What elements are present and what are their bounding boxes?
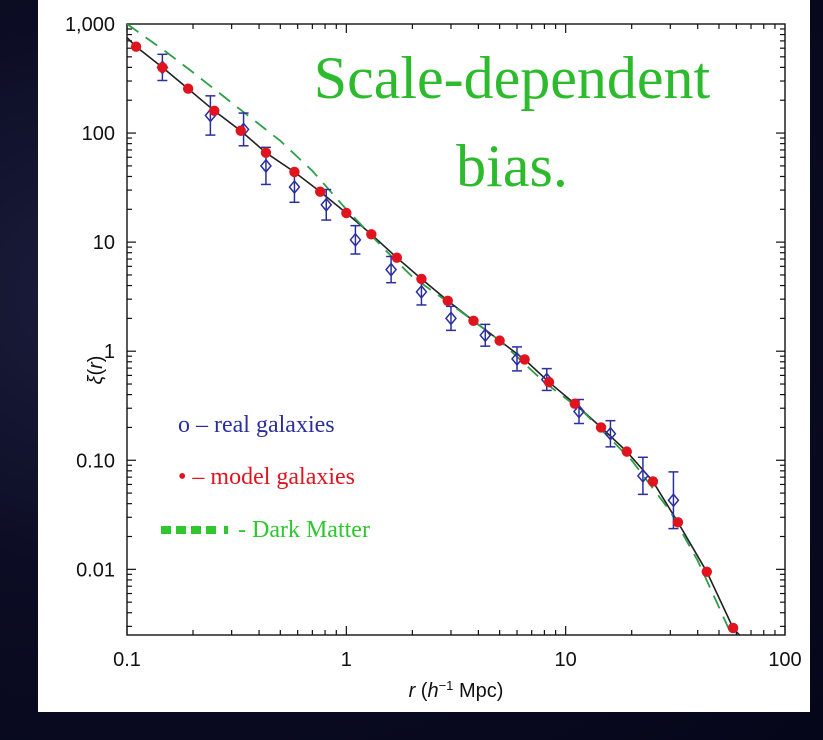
- real-galaxies-point: [479, 328, 492, 343]
- model-galaxies-point: [157, 62, 168, 73]
- annotation-line-1: Scale-dependent: [314, 45, 711, 111]
- real-galaxies-point: [385, 262, 398, 277]
- model-galaxies-point: [647, 476, 659, 487]
- real-galaxies-point: [636, 468, 649, 483]
- model-galaxies-point: [341, 207, 352, 219]
- model-galaxies-point: [595, 422, 607, 433]
- x-tick-label: 1: [341, 649, 352, 671]
- y-tick-label: 0.10: [76, 450, 115, 472]
- model-galaxies-point: [289, 166, 300, 178]
- model-galaxies-point: [621, 446, 633, 457]
- y-tick-label: 1: [104, 341, 115, 363]
- model-galaxies-point: [366, 229, 377, 240]
- y-tick-label: 0.01: [76, 559, 115, 581]
- model-galaxies-point: [442, 295, 453, 306]
- x-tick-label: 100: [768, 649, 801, 671]
- series-markers: [130, 41, 739, 634]
- model-galaxies-point: [727, 622, 739, 634]
- real-galaxies-point: [349, 232, 362, 247]
- model-galaxies-point: [235, 125, 246, 136]
- model-galaxies-point: [672, 517, 684, 528]
- figure-panel: [38, 0, 810, 712]
- model-galaxies-point: [130, 41, 142, 52]
- plot-frame: [126, 23, 786, 636]
- real-galaxies-point: [604, 426, 617, 441]
- axis-ticks: [126, 24, 786, 635]
- model-galaxies-point: [209, 105, 220, 117]
- model-galaxies-point: [260, 147, 272, 158]
- real-galaxies-point: [415, 284, 428, 300]
- legend-dark-matter: - Dark Matter: [238, 517, 370, 543]
- model-galaxies-point: [314, 186, 326, 197]
- model-galaxies-point: [569, 398, 580, 409]
- x-tick-label: 10: [555, 649, 577, 671]
- legend-dark-matter-swatch: [161, 526, 228, 534]
- model-galaxies-point: [519, 354, 530, 365]
- real-galaxies-point: [573, 404, 585, 419]
- legend: o – real galaxies • – model galaxies - D…: [161, 412, 370, 543]
- real-galaxies-point: [259, 158, 272, 174]
- model-galaxies-point: [543, 376, 555, 388]
- real-galaxies-point: [320, 197, 333, 212]
- legend-model-galaxies: • – model galaxies: [178, 464, 355, 490]
- x-tick-label: 0.1: [113, 649, 141, 671]
- real-galaxies-point: [667, 493, 680, 508]
- y-axis-title: ξ(r): [85, 356, 107, 385]
- y-tick-label: 10: [93, 232, 115, 254]
- model-galaxies-point: [468, 315, 479, 326]
- model-galaxies-point: [494, 335, 505, 346]
- plot-area: [127, 24, 741, 635]
- y-tick-label: 100: [82, 123, 115, 145]
- real-galaxies-point: [445, 311, 457, 326]
- model-galaxies-point: [701, 566, 712, 577]
- annotation-line-2: bias.: [456, 133, 568, 199]
- tick-labels: 0.1 1 10 100 0.01 0.10 1 10 100 1,000: [65, 14, 802, 671]
- legend-real-galaxies: o – real galaxies: [178, 412, 335, 438]
- x-axis-title: r (h−1 Mpc): [409, 678, 504, 703]
- real-galaxies-point: [288, 179, 301, 195]
- model-galaxies-point: [416, 273, 427, 285]
- model-galaxies-point: [391, 252, 403, 263]
- model-galaxies-fit-line: [127, 37, 741, 635]
- model-galaxies-point: [182, 83, 194, 94]
- y-tick-label: 1,000: [65, 14, 115, 36]
